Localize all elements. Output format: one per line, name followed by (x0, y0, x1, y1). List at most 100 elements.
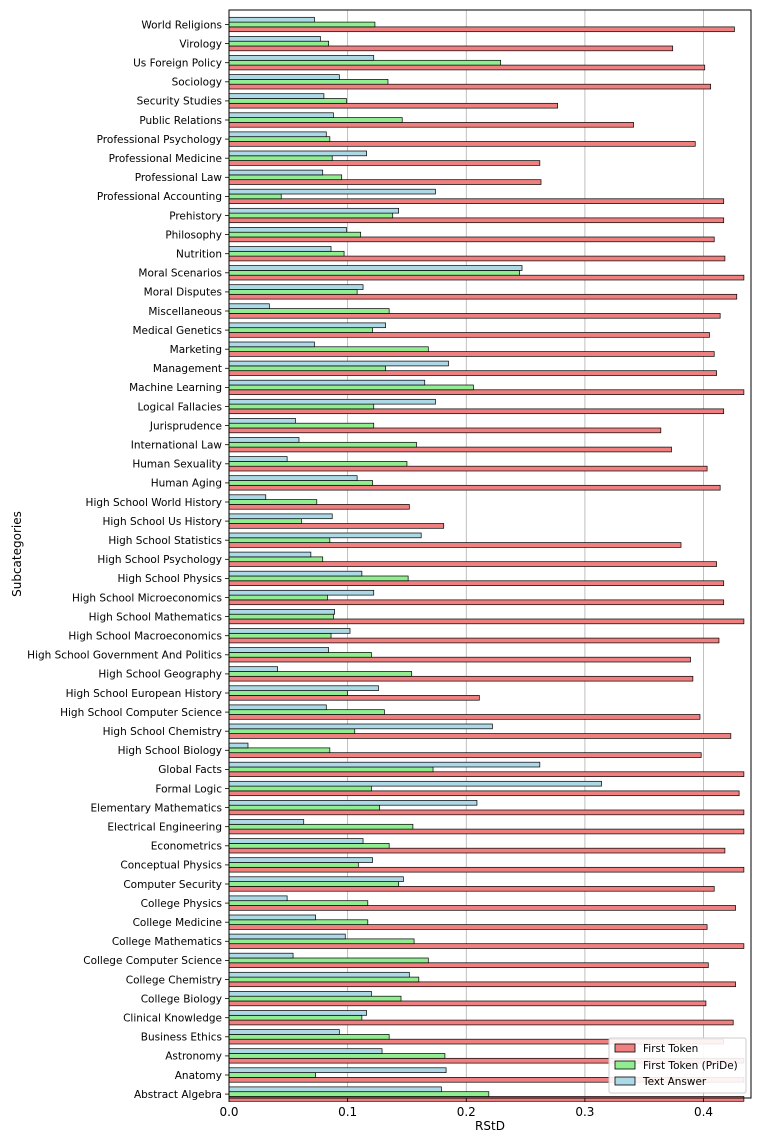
bar-first-token-pride-computer-security (228, 881, 399, 887)
bar-first-token-professional-accounting (228, 198, 725, 204)
bar-first-token-pride-conceptual-physics (228, 862, 359, 868)
bar-first-token-security-studies (228, 102, 558, 109)
bar-text-answer-nutrition (228, 246, 332, 252)
category-label-conceptual-physics: Conceptual Physics (120, 860, 222, 872)
bar-first-token-high-school-psychology (228, 561, 717, 567)
bar-text-answer-marketing (228, 341, 315, 348)
bar-first-token-high-school-microeconomics (228, 599, 725, 606)
bar-first-token-medical-genetics (228, 332, 710, 338)
bar-first-token-pride-jurisprudence (228, 422, 375, 429)
bar-first-token-nutrition (228, 255, 726, 262)
bar-first-token-elementary-mathematics (228, 809, 745, 816)
category-label-world-religions: World Religions (141, 19, 222, 31)
bar-first-token-pride-high-school-european-history (228, 690, 348, 696)
bar-text-answer-high-school-computer-science (228, 704, 327, 711)
category-label-high-school-physics: High School Physics (118, 573, 223, 585)
category-label-security-studies: Security Studies (137, 96, 222, 108)
bar-text-answer-college-computer-science (228, 952, 294, 959)
category-label-college-biology: College Biology (141, 993, 222, 1005)
bar-text-answer-world-religions (228, 16, 315, 23)
category-label-professional-law: Professional Law (135, 172, 223, 184)
bar-first-token-public-relations (228, 122, 634, 128)
category-label-econometrics: Econometrics (151, 841, 222, 853)
bar-first-token-pride-moral-scenarios (228, 270, 521, 276)
category-label-abstract-algebra: Abstract Algebra (134, 1089, 222, 1101)
bar-text-answer-college-medicine (228, 914, 316, 921)
bar-text-answer-high-school-world-history (228, 494, 267, 500)
category-label-public-relations: Public Relations (139, 115, 222, 127)
bar-first-token-pride-high-school-statistics (228, 537, 331, 543)
bar-text-answer-high-school-macroeconomics (228, 628, 351, 634)
category-label-high-school-psychology: High School Psychology (97, 554, 222, 566)
category-label-astronomy: Astronomy (165, 1051, 222, 1063)
legend-swatch-first-token-pride (614, 1060, 636, 1070)
category-label-high-school-mathematics: High School Mathematics (89, 611, 222, 623)
bar-first-token-high-school-macroeconomics (228, 637, 720, 644)
bar-first-token-high-school-computer-science (228, 714, 701, 720)
bar-first-token-pride-econometrics (228, 843, 390, 849)
bar-first-token-pride-moral-disputes (228, 289, 358, 295)
bar-text-answer-high-school-psychology (228, 551, 312, 558)
bar-first-token-high-school-european-history (228, 695, 480, 701)
bar-text-answer-human-sexuality (228, 456, 288, 462)
bar-text-answer-high-school-physics (228, 570, 363, 577)
bar-text-answer-machine-learning (228, 379, 426, 386)
bar-first-token-pride-professional-psychology (228, 136, 331, 142)
category-label-high-school-chemistry: High School Chemistry (103, 726, 222, 738)
bar-text-answer-professional-medicine (228, 150, 367, 157)
x-tick-label: 0.2 (457, 1105, 476, 1119)
category-label-machine-learning: Machine Learning (129, 382, 222, 394)
bar-first-token-abstract-algebra (228, 1096, 745, 1102)
category-label-elementary-mathematics: Elementary Mathematics (91, 802, 222, 814)
category-label-prehistory: Prehistory (169, 210, 222, 222)
bar-text-answer-business-ethics (228, 1029, 340, 1035)
category-label-college-physics: College Physics (141, 898, 222, 910)
bar-text-answer-elementary-mathematics (228, 800, 478, 806)
bar-first-token-pride-college-physics (228, 900, 369, 906)
category-label-medical-genetics: Medical Genetics (132, 325, 222, 337)
category-label-clinical-knowledge: Clinical Knowledge (123, 1013, 222, 1025)
bar-text-answer-professional-psychology (228, 131, 327, 138)
bar-first-token-pride-nutrition (228, 250, 345, 257)
bar-text-answer-philosophy (228, 227, 347, 233)
bar-first-token-pride-human-sexuality (228, 461, 408, 467)
bar-first-token-professional-psychology (228, 141, 696, 147)
category-label-high-school-us-history: High School Us History (102, 516, 222, 528)
bar-text-answer-virology (228, 36, 321, 42)
category-label-business-ethics: Business Ethics (141, 1032, 222, 1044)
bar-first-token-pride-high-school-microeconomics (228, 594, 328, 601)
bar-first-token-sociology (228, 83, 712, 90)
legend-swatch-text-answer (614, 1076, 636, 1086)
category-label-philosophy: Philosophy (165, 229, 222, 241)
bar-first-token-international-law (228, 446, 672, 453)
category-label-moral-scenarios: Moral Scenarios (138, 268, 222, 280)
bar-text-answer-astronomy (228, 1048, 383, 1054)
bar-first-token-high-school-geography (228, 675, 694, 682)
bar-text-answer-college-biology (228, 991, 372, 997)
bar-text-answer-formal-logic (228, 780, 602, 787)
bar-text-answer-jurisprudence (228, 418, 296, 424)
bar-first-token-philosophy (228, 236, 715, 243)
category-label-moral-disputes: Moral Disputes (144, 287, 222, 299)
bar-first-token-pride-professional-accounting (228, 193, 282, 200)
bar-first-token-pride-international-law (228, 441, 417, 448)
bar-text-answer-electrical-engineering (228, 819, 305, 825)
bar-first-token-miscellaneous (228, 313, 721, 319)
bar-first-token-pride-machine-learning (228, 384, 474, 391)
category-label-anatomy: Anatomy (175, 1070, 222, 1082)
bar-first-token-formal-logic (228, 790, 740, 797)
bar-text-answer-global-facts (228, 761, 541, 768)
category-label-virology: Virology (179, 38, 222, 50)
bar-first-token-high-school-world-history (228, 504, 410, 510)
x-tick-label: 0.3 (575, 1105, 594, 1119)
bar-text-answer-human-aging (228, 475, 358, 481)
bar-first-token-pride-prehistory (228, 212, 394, 219)
bar-first-token-pride-us-foreign-policy (228, 59, 502, 66)
bar-first-token-pride-high-school-chemistry (228, 728, 356, 734)
bar-first-token-high-school-government-and-politics (228, 656, 691, 663)
bar-text-answer-international-law (228, 437, 300, 443)
category-label-jurisprudence: Jurisprudence (149, 420, 222, 432)
bar-first-token-pride-global-facts (228, 766, 434, 773)
bar-text-answer-high-school-mathematics (228, 609, 335, 615)
